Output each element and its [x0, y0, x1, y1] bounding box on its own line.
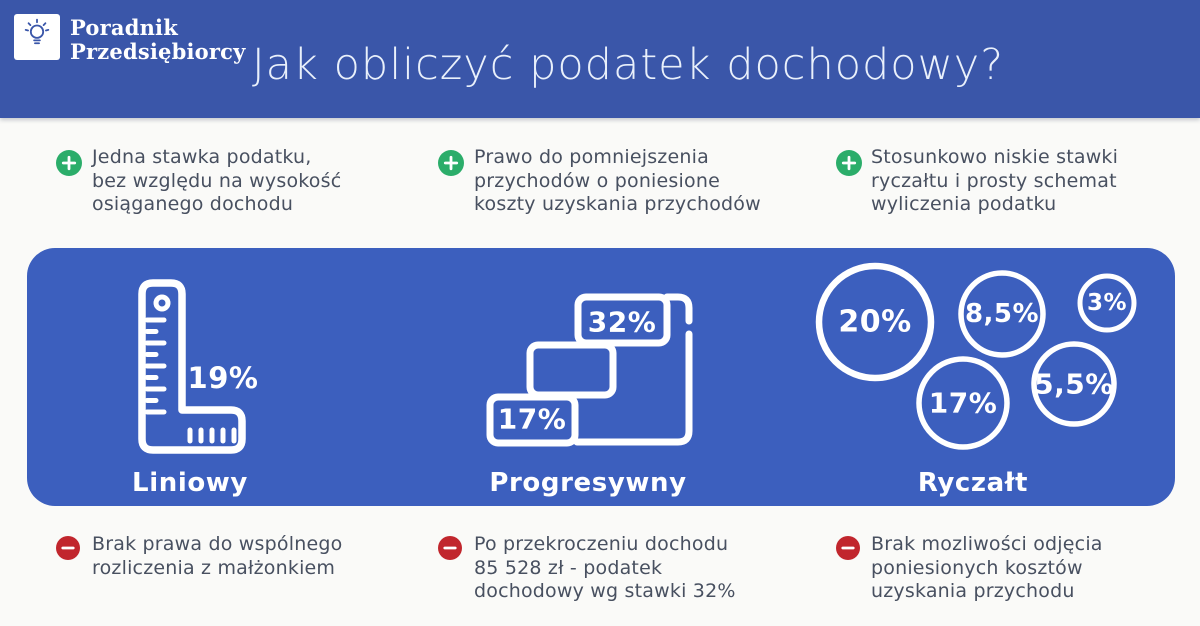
pro-text: bez względu na wysokość [92, 169, 342, 192]
logo-box [14, 14, 60, 60]
pro-text: Prawo do pomniejszenia [474, 146, 709, 168]
rate-label: 8,5% [964, 299, 1040, 329]
pro-text: wyliczenia podatku [871, 193, 1057, 215]
stairs-icon [486, 293, 693, 447]
con-text: 85 528 zł - podatek [474, 556, 663, 579]
rate-label: 19% [187, 361, 259, 395]
pro-text: Stosunkowo niskie stawki [871, 146, 1119, 168]
rate-label: 5,5% [1034, 367, 1114, 401]
logo-line-2: Przedsiębiorcy [70, 39, 246, 64]
con-text: uzyskania przychodu [871, 580, 1075, 602]
tax-panel [27, 248, 1175, 506]
plus-icon [438, 150, 464, 176]
con-item: Brak prawa do wspólnego rozliczenia z ma… [92, 533, 342, 580]
pro-text: koszty uzyskania przychodów [474, 193, 761, 215]
minus-icon [56, 536, 82, 562]
pro-text: ryczałtu i prosty schemat [871, 169, 1117, 192]
plus-icon [56, 150, 82, 176]
pro-text: osiąganego dochodu [92, 193, 294, 215]
rate-label: 20% [838, 304, 912, 340]
rate-label: 32% [587, 305, 657, 339]
pro-text: przychodów o poniesione [474, 169, 720, 192]
pro-text: Jedna stawka podatku, [92, 146, 312, 168]
con-item: Po przekroczeniu dochodu 85 528 zł - pod… [474, 533, 736, 604]
rate-label: 3% [1086, 290, 1128, 316]
minus-icon [438, 536, 464, 562]
rate-label: 17% [497, 402, 567, 436]
con-text: poniesionych kosztów [871, 556, 1083, 579]
pro-item: Stosunkowo niskie stawki ryczałtu i pros… [871, 146, 1118, 217]
figure-label: Progresywny [489, 468, 687, 498]
figure-label: Liniowy [132, 468, 248, 498]
con-text: Po przekroczeniu dochodu [474, 533, 729, 555]
circles-icon [815, 262, 1137, 450]
minus-icon [836, 536, 862, 562]
con-text: rozliczenia z małżonkiem [92, 556, 336, 579]
pro-item: Prawo do pomniejszenia przychodów o poni… [474, 146, 761, 217]
header: Poradnik Przedsiębiorcy Jak obliczyć pod… [0, 0, 1200, 118]
con-item: Brak mozliwości odjęcia poniesionych kos… [871, 533, 1103, 604]
figure-label: Ryczałt [917, 468, 1029, 498]
lightbulb-icon [18, 16, 56, 58]
con-text: Brak prawa do wspólnego [92, 533, 343, 555]
con-text: dochodowy wg stawki 32% [474, 580, 736, 602]
con-text: Brak mozliwości odjęcia [871, 533, 1103, 555]
page-title: Jak obliczyć podatek dochodowy? [252, 40, 1005, 90]
logo-line-1: Poradnik [70, 15, 178, 40]
rate-label: 17% [928, 386, 998, 420]
pro-item: Jedna stawka podatku, bez względu na wys… [92, 146, 341, 217]
plus-icon [836, 150, 862, 176]
logo-text: Poradnik Przedsiębiorcy [70, 16, 246, 64]
ruler-icon [138, 279, 246, 454]
